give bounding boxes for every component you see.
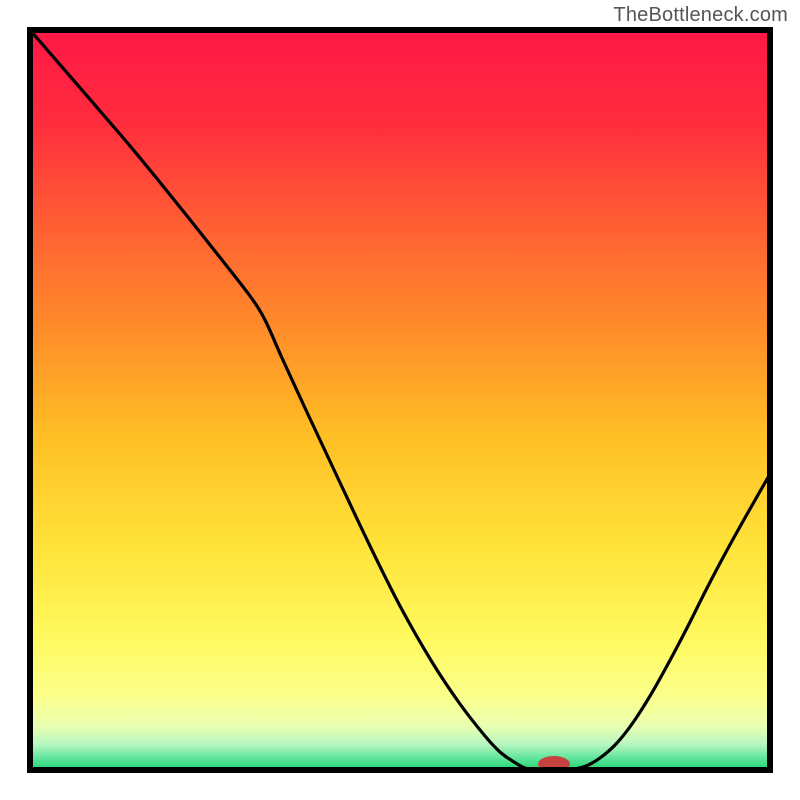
- chart-svg: [0, 0, 800, 800]
- bottleneck-chart: TheBottleneck.com: [0, 0, 800, 800]
- watermark-text: TheBottleneck.com: [613, 4, 788, 27]
- gradient-background: [30, 30, 770, 770]
